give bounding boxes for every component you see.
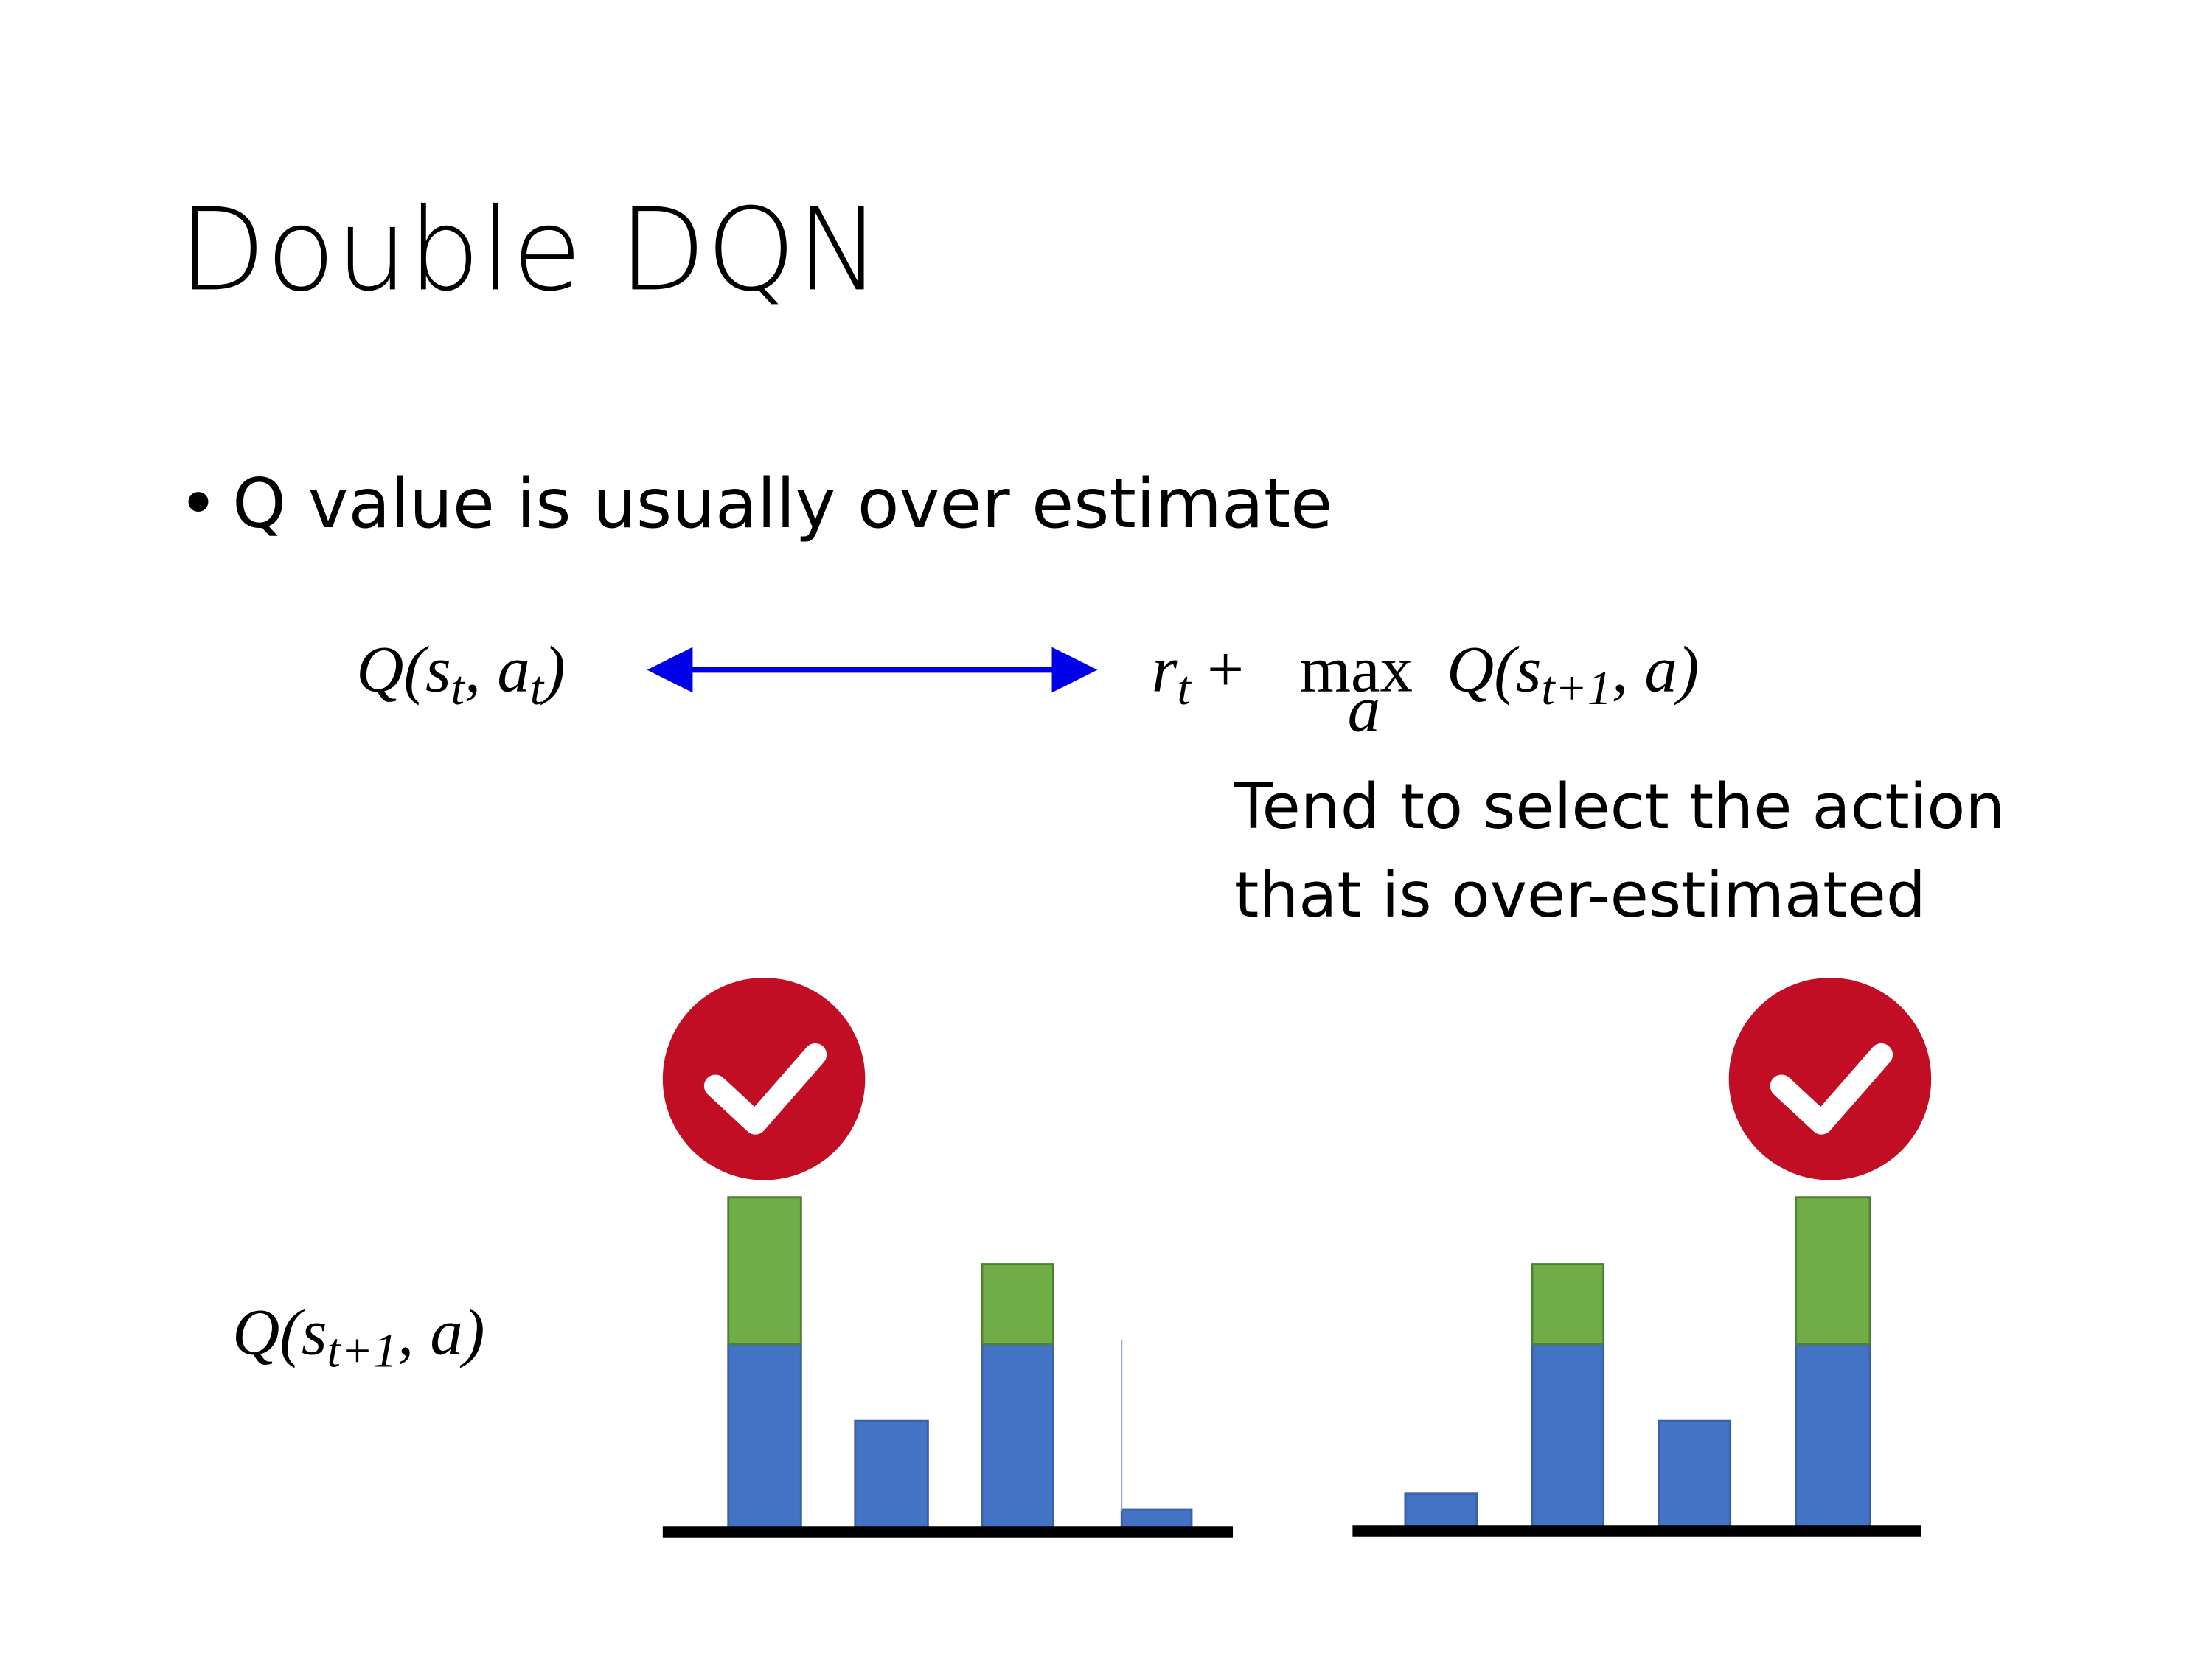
bar: [1795, 1343, 1871, 1534]
equation-right: rt +: [1152, 634, 1260, 715]
check-badge: [1728, 978, 1932, 1180]
bar-overestimate: [1531, 1263, 1605, 1346]
check-badge: [662, 978, 866, 1180]
bar-overestimate: [727, 1196, 802, 1346]
eq-sub: t: [530, 661, 545, 715]
eq-sub: t: [1177, 661, 1192, 715]
bar: [981, 1343, 1054, 1534]
bar: [854, 1419, 929, 1534]
annotation-line: Tend to select the action: [1234, 771, 2005, 844]
eq-part: , a: [465, 634, 530, 706]
check-mark: [1770, 1043, 1893, 1135]
slide-title: Double DQN: [178, 184, 882, 316]
eq-part: , a): [397, 1296, 485, 1368]
eq-sub: t+1: [1541, 661, 1611, 715]
eq-part: +: [1191, 634, 1261, 706]
bullet-text: Q value is usually over estimate: [232, 464, 1332, 543]
right-diagram: [1352, 978, 1932, 1537]
eq-part: r: [1152, 634, 1178, 706]
bar-overestimate: [1795, 1196, 1871, 1346]
annotation-line: that is over-estimated: [1234, 859, 1926, 932]
bar: [1658, 1419, 1732, 1534]
eq-part: ): [540, 634, 566, 706]
bar: [1531, 1343, 1605, 1534]
eq-part: , a): [1612, 634, 1700, 706]
eq-max-sub: a: [1348, 674, 1380, 746]
eq-sub: t+1: [327, 1324, 397, 1378]
equation-left: Q(st, at): [356, 634, 565, 715]
eq-max: max: [1300, 634, 1413, 706]
eq-sub: t: [451, 661, 466, 715]
eq-part: Q(s: [1447, 634, 1541, 706]
bullet-dot: •: [178, 464, 219, 543]
left-diagram: [662, 978, 1234, 1538]
bar-label: Q(st+1, a): [232, 1296, 484, 1377]
bar-overestimate: [981, 1263, 1054, 1346]
check-mark: [703, 1043, 827, 1135]
equation-right-q: Q(st+1, a): [1447, 634, 1699, 715]
eq-part: Q(s: [232, 1296, 327, 1368]
bar: [727, 1343, 802, 1534]
eq-part: Q(s: [356, 634, 451, 706]
